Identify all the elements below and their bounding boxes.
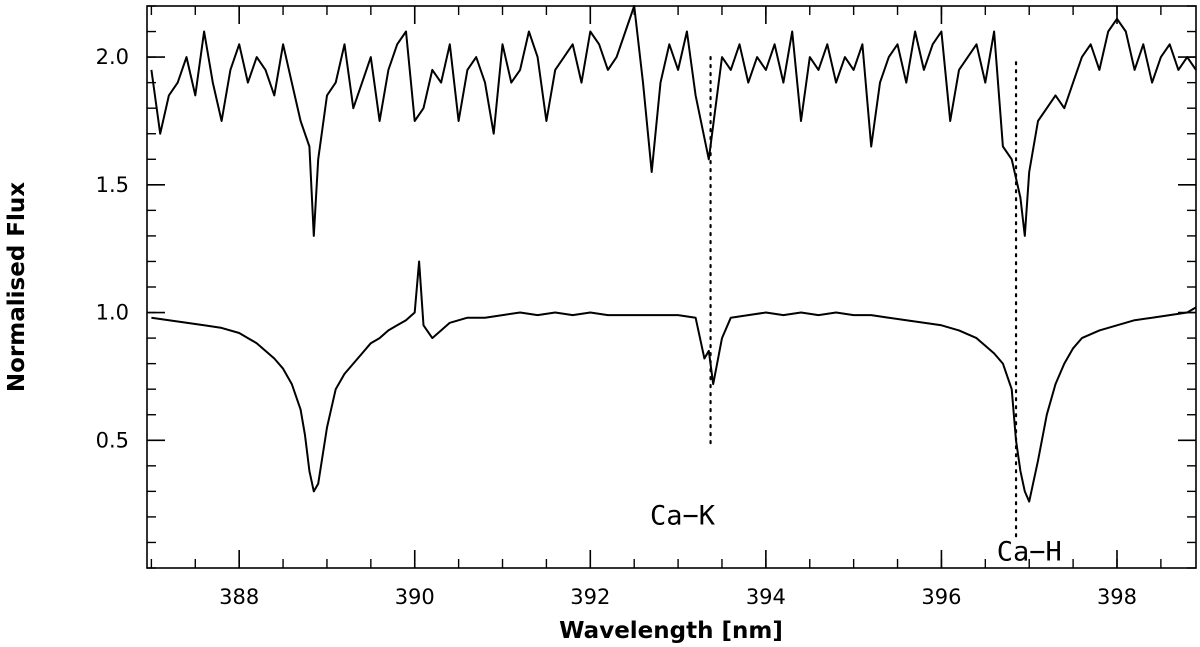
plot-frame [146, 5, 1197, 569]
y-tick-label: 2.0 [96, 45, 129, 69]
minor-ticks [147, 5, 1196, 569]
ca-h-label: Ca−H [997, 536, 1062, 567]
x-tick-label: 392 [570, 585, 610, 609]
ca-k-label: Ca−K [650, 501, 716, 532]
annotation-group: Ca−K Ca−H [650, 55, 1062, 567]
y-tick-label: 1.5 [96, 173, 129, 197]
series-group [150, 5, 1197, 503]
x-tick-label: 398 [1097, 585, 1137, 609]
y-tick-label: 1.0 [96, 301, 129, 325]
x-tick-label: 390 [395, 585, 435, 609]
major-ticks [147, 6, 1196, 568]
x-tick-label: 388 [219, 585, 259, 609]
x-tick-label: 396 [921, 585, 961, 609]
series-line-lower [151, 260, 1197, 503]
y-axis-label: Normalised Flux [4, 182, 30, 392]
x-tick-labels: 388 390 392 394 396 398 [219, 585, 1137, 609]
y-tick-label: 0.5 [96, 428, 129, 452]
x-tick-label: 394 [746, 585, 786, 609]
x-axis-label: Wavelength [nm] [559, 618, 783, 644]
y-tick-labels: 0.5 1.0 1.5 2.0 [96, 45, 129, 452]
series-line-upper [150, 5, 1197, 237]
